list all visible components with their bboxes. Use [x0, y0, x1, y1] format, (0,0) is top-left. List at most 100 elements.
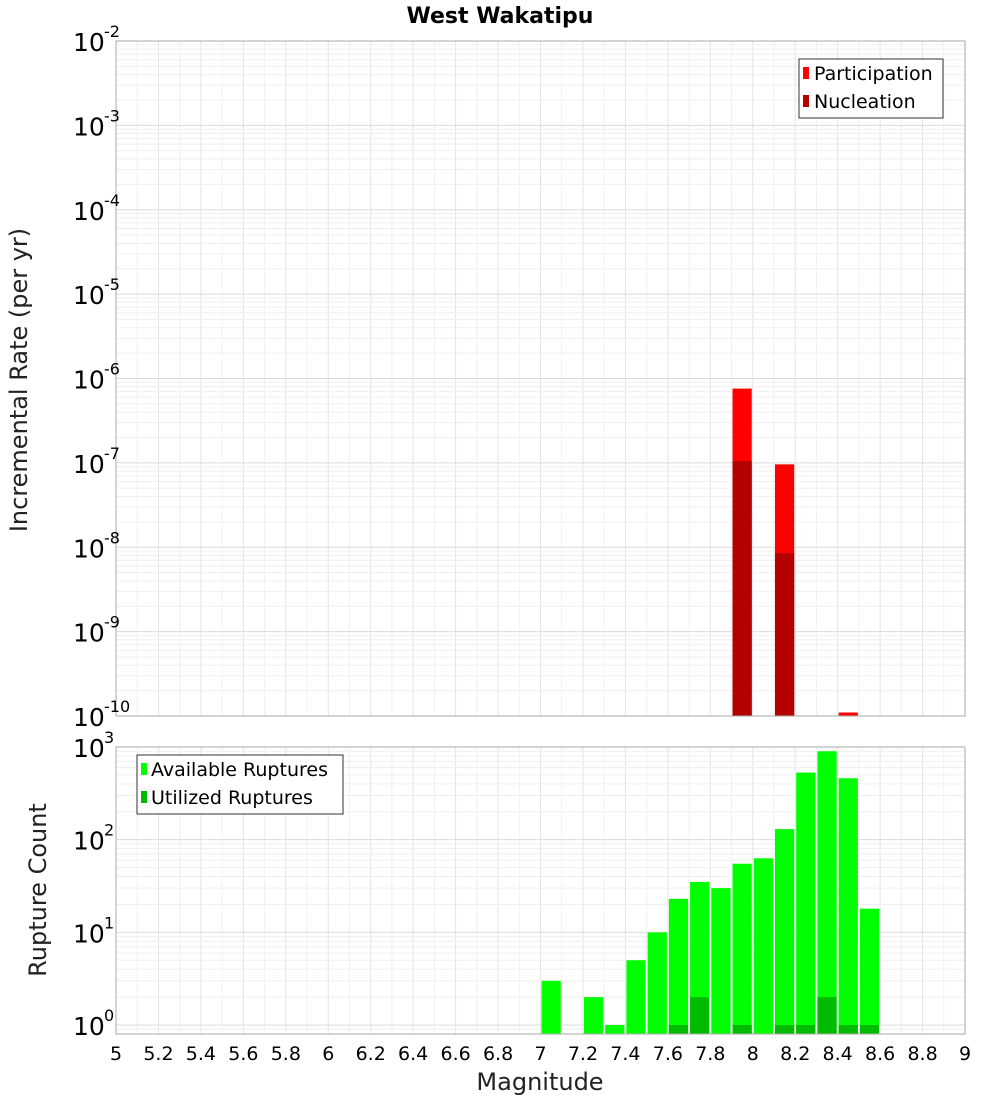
top-legend-swatch-nucleation	[803, 95, 809, 107]
bottom-y-tick-exponent: 2	[104, 821, 114, 840]
top-y-tick-base: 10	[73, 450, 105, 479]
x-axis-label: Magnitude	[476, 1068, 603, 1096]
top-bars	[732, 388, 858, 716]
bottom-y-tick: 10 2	[73, 821, 114, 856]
bottom-legend-label-utilized: Utilized Ruptures	[151, 787, 313, 809]
top-y-tick-exponent: -7	[104, 444, 120, 463]
bottom-legend: Available Ruptures Utilized Ruptures	[136, 754, 344, 815]
top-y-tick-exponent: -9	[104, 613, 120, 632]
bottom-bar-available-ruptures	[605, 1025, 625, 1034]
bottom-bar-available-ruptures	[753, 858, 773, 1034]
x-tick-label: 7.6	[653, 1043, 683, 1065]
bottom-bar-utilized-ruptures	[859, 1025, 880, 1034]
x-tick-label: 5	[110, 1043, 122, 1065]
x-tick-label: 5.4	[186, 1043, 216, 1065]
top-legend-label-participation: Participation	[814, 63, 933, 85]
x-tick-label: 8.8	[907, 1043, 937, 1065]
x-tick-label: 8.2	[780, 1043, 810, 1065]
x-tick-label: 8.4	[823, 1043, 853, 1065]
top-y-tick-base: 10	[73, 281, 105, 310]
bottom-y-tick: 10 1	[73, 913, 114, 948]
bottom-bar-available-ruptures	[774, 829, 795, 1034]
top-y-tick-base: 10	[73, 112, 105, 141]
bottom-bar-available-ruptures	[668, 898, 689, 1034]
top-bar-nucleation	[732, 461, 752, 716]
top-y-tick: 10 -4	[73, 191, 120, 226]
chart-title: West Wakatipu	[407, 4, 594, 29]
bottom-bars	[541, 751, 880, 1034]
top-y-tick: 10 -9	[73, 613, 120, 648]
top-y-tick: 10 -7	[73, 444, 120, 479]
bottom-y-tick-base: 10	[73, 1012, 105, 1041]
x-tick-label: 7.4	[610, 1043, 640, 1065]
top-y-tick-exponent: -4	[104, 191, 120, 210]
bottom-bar-available-ruptures	[647, 932, 667, 1034]
bottom-bar-available-ruptures	[626, 960, 646, 1034]
top-y-tick: 10 -3	[73, 106, 120, 141]
bottom-y-tick-exponent: 3	[104, 728, 114, 747]
bottom-y-tick-base: 10	[73, 734, 105, 763]
x-tick-label: 6.6	[440, 1043, 470, 1065]
x-tick-label: 5.8	[271, 1043, 301, 1065]
bottom-bar-utilized-ruptures	[732, 1025, 752, 1034]
bottom-bar-utilized-ruptures	[796, 1025, 816, 1034]
bottom-bar-available-ruptures	[711, 888, 731, 1034]
top-legend-box	[798, 58, 944, 119]
bottom-y-tick-base: 10	[73, 827, 105, 856]
x-tick-label: 6.8	[483, 1043, 513, 1065]
x-tick-labels: 5 5.2 5.4 5.6 5.8 6 6.2 6.4 6.6 6.8 7 7.2 7.4 7.6 7.8 8…	[110, 1043, 971, 1065]
x-tick-label: 6.4	[398, 1043, 428, 1065]
bottom-bar-available-ruptures	[583, 997, 604, 1034]
x-tick-label: 9	[959, 1043, 971, 1065]
bottom-bar-utilized-ruptures	[838, 1025, 858, 1034]
bottom-bar-utilized-ruptures	[668, 1025, 689, 1034]
top-y-tick: 10 -8	[73, 528, 120, 563]
top-legend: Participation Nucleation	[798, 58, 944, 119]
bottom-legend-swatch-utilized	[141, 791, 147, 803]
bottom-y-tick-exponent: 0	[104, 1006, 114, 1025]
bottom-y-tick: 10 3	[73, 728, 114, 763]
bottom-bar-available-ruptures	[817, 751, 837, 1034]
x-tick-label: 6.2	[356, 1043, 386, 1065]
top-y-tick: 10 -5	[73, 275, 120, 310]
bottom-y-tick-base: 10	[73, 919, 105, 948]
x-tick-label: 6	[322, 1043, 334, 1065]
x-tick-label: 7.2	[568, 1043, 598, 1065]
top-y-tick-exponent: -5	[104, 275, 120, 294]
bottom-bar-available-ruptures	[859, 908, 880, 1034]
top-y-tick: 10 -10	[73, 697, 130, 732]
top-y-tick-exponent: -6	[104, 360, 120, 379]
top-y-tick-base: 10	[73, 703, 105, 732]
top-y-tick: 10 -6	[73, 360, 120, 395]
bottom-bar-available-ruptures	[541, 980, 561, 1034]
top-y-tick-exponent: -2	[104, 22, 120, 41]
top-grid	[115, 41, 966, 717]
top-y-tick-base: 10	[73, 619, 105, 648]
bottom-legend-swatch-available	[141, 763, 147, 775]
top-y-tick-base: 10	[73, 28, 105, 57]
top-bar-participation	[838, 712, 858, 716]
bottom-bar-utilized-ruptures	[690, 997, 710, 1034]
top-y-tick-exponent: -10	[104, 697, 130, 716]
top-y-tick-base: 10	[73, 366, 105, 395]
bottom-y-tick-exponent: 1	[104, 913, 114, 932]
bottom-y-tick: 10 0	[73, 1006, 114, 1041]
top-y-axis-label: Incremental Rate (per yr)	[5, 228, 33, 532]
top-y-tick: 10 -2	[73, 22, 120, 57]
top-plot-border	[115, 40, 966, 717]
bottom-bar-available-ruptures	[838, 778, 858, 1034]
bottom-bar-utilized-ruptures	[817, 997, 837, 1034]
bottom-plot-border	[115, 746, 966, 1035]
x-tick-label: 7.8	[695, 1043, 725, 1065]
bottom-bar-available-ruptures	[690, 881, 710, 1034]
top-y-tick-base: 10	[73, 534, 105, 563]
bottom-y-axis-label: Rupture Count	[24, 803, 52, 977]
top-legend-swatch-participation	[803, 67, 809, 79]
x-tick-label: 7	[534, 1043, 546, 1065]
x-tick-label: 8.6	[865, 1043, 895, 1065]
top-y-tick-exponent: -8	[104, 528, 120, 547]
bottom-bar-available-ruptures	[732, 863, 752, 1034]
